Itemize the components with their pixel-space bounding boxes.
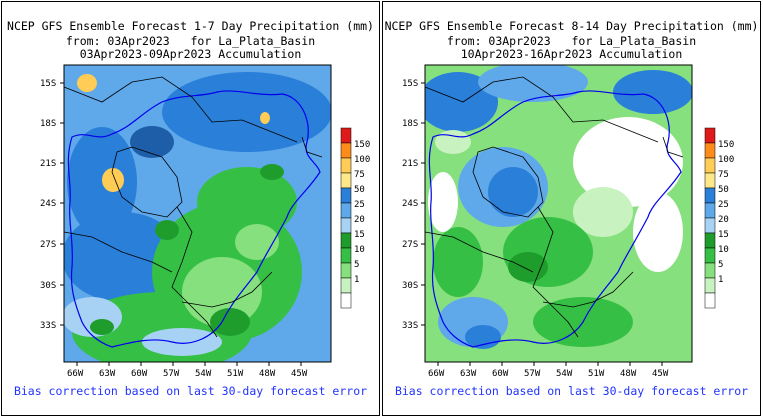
lat-label: 15S — [402, 79, 418, 89]
legend-label: 25 — [718, 200, 729, 210]
legend-label: 10 — [718, 245, 729, 255]
legend-label: 25 — [354, 200, 365, 210]
precipitation-map: 15S 18S 21S 24S 27S 30S 33S 66W 63W 60W … — [40, 64, 370, 379]
legend-label: 1 — [354, 275, 359, 285]
lon-label: 66W — [428, 369, 445, 379]
lat-label: 21S — [402, 159, 418, 169]
longitude-axis: 66W 63W 60W 57W 54W 51W 48W 45W — [67, 362, 308, 379]
color-legend: 150 100 75 50 25 20 15 10 5 1 — [340, 127, 370, 309]
lat-label: 33S — [402, 321, 418, 331]
legend-label: 5 — [354, 260, 359, 270]
footnote: Bias correction based on last 30-day for… — [394, 384, 749, 398]
lon-label: 51W — [588, 369, 605, 379]
country-borders — [424, 76, 684, 338]
title-line-1: NCEP GFS Ensemble Forecast 1-7 Day Preci… — [7, 19, 374, 33]
lon-label: 45W — [652, 369, 669, 379]
longitude-axis: 66W 63W 60W 57W 54W 51W 48W 45W — [428, 362, 669, 379]
lat-label: 24S — [40, 199, 56, 209]
lon-label: 63W — [99, 369, 116, 379]
lon-label: 45W — [291, 369, 308, 379]
right-map-panel: NCEP GFS Ensemble Forecast 8-14 Day Prec… — [382, 1, 761, 416]
country-borders — [63, 76, 323, 338]
lat-label: 15S — [40, 79, 56, 89]
precip-field — [425, 65, 692, 362]
lon-label: 60W — [131, 369, 148, 379]
legend-label: 100 — [354, 155, 370, 165]
precipitation-map: 15S 18S 21S 24S 27S 30S 33S 66W 63W 60W … — [402, 64, 734, 379]
legend-label: 75 — [718, 170, 729, 180]
title-line-2: from: 03Apr2023 for La_Plata_Basin — [65, 34, 316, 48]
lon-label: 54W — [556, 369, 573, 379]
lon-label: 66W — [67, 369, 84, 379]
left-map-panel: NCEP GFS Ensemble Forecast 1-7 Day Preci… — [1, 1, 380, 416]
title-line-1: NCEP GFS Ensemble Forecast 8-14 Day Prec… — [384, 19, 759, 33]
lat-label: 33S — [40, 321, 56, 331]
legend-label: 10 — [354, 245, 365, 255]
lat-label: 18S — [40, 119, 56, 129]
color-legend: 150 100 75 50 25 20 15 10 5 1 — [704, 127, 734, 309]
legend-label: 5 — [718, 260, 723, 270]
lat-label: 27S — [40, 240, 56, 250]
lat-label: 21S — [40, 159, 56, 169]
lat-label: 24S — [402, 199, 418, 209]
title-line-3: 03Apr2023-09Apr2023 Accumulation — [79, 47, 302, 61]
precip-field — [64, 65, 331, 362]
title-line-3: 10Apr2023-16Apr2023 Accumulation — [460, 47, 683, 61]
lon-label: 57W — [524, 369, 541, 379]
lon-label: 60W — [492, 369, 509, 379]
lon-label: 54W — [195, 369, 212, 379]
legend-label: 50 — [354, 185, 365, 195]
lat-label: 30S — [402, 281, 418, 291]
legend-label: 20 — [354, 215, 365, 225]
legend-label: 150 — [718, 140, 734, 150]
lon-label: 51W — [227, 369, 244, 379]
legend-label: 1 — [718, 275, 723, 285]
legend-label: 15 — [354, 230, 365, 240]
latitude-axis: 15S 18S 21S 24S 27S 30S 33S — [402, 79, 425, 331]
legend-label: 20 — [718, 215, 729, 225]
legend-label: 50 — [718, 185, 729, 195]
basin-outline — [428, 90, 682, 348]
legend-label: 75 — [354, 170, 365, 180]
lon-label: 48W — [259, 369, 276, 379]
title-line-2: from: 03Apr2023 for La_Plata_Basin — [446, 34, 697, 48]
lat-label: 27S — [402, 240, 418, 250]
lon-label: 63W — [460, 369, 477, 379]
lat-label: 18S — [402, 119, 418, 129]
lat-label: 30S — [40, 281, 56, 291]
latitude-axis: 15S 18S 21S 24S 27S 30S 33S — [40, 79, 64, 331]
lon-label: 48W — [620, 369, 637, 379]
legend-label: 100 — [718, 155, 734, 165]
legend-label: 15 — [718, 230, 729, 240]
basin-outline — [67, 90, 321, 348]
footnote: Bias correction based on last 30-day for… — [13, 384, 368, 398]
lon-label: 57W — [163, 369, 180, 379]
legend-label: 150 — [354, 140, 370, 150]
